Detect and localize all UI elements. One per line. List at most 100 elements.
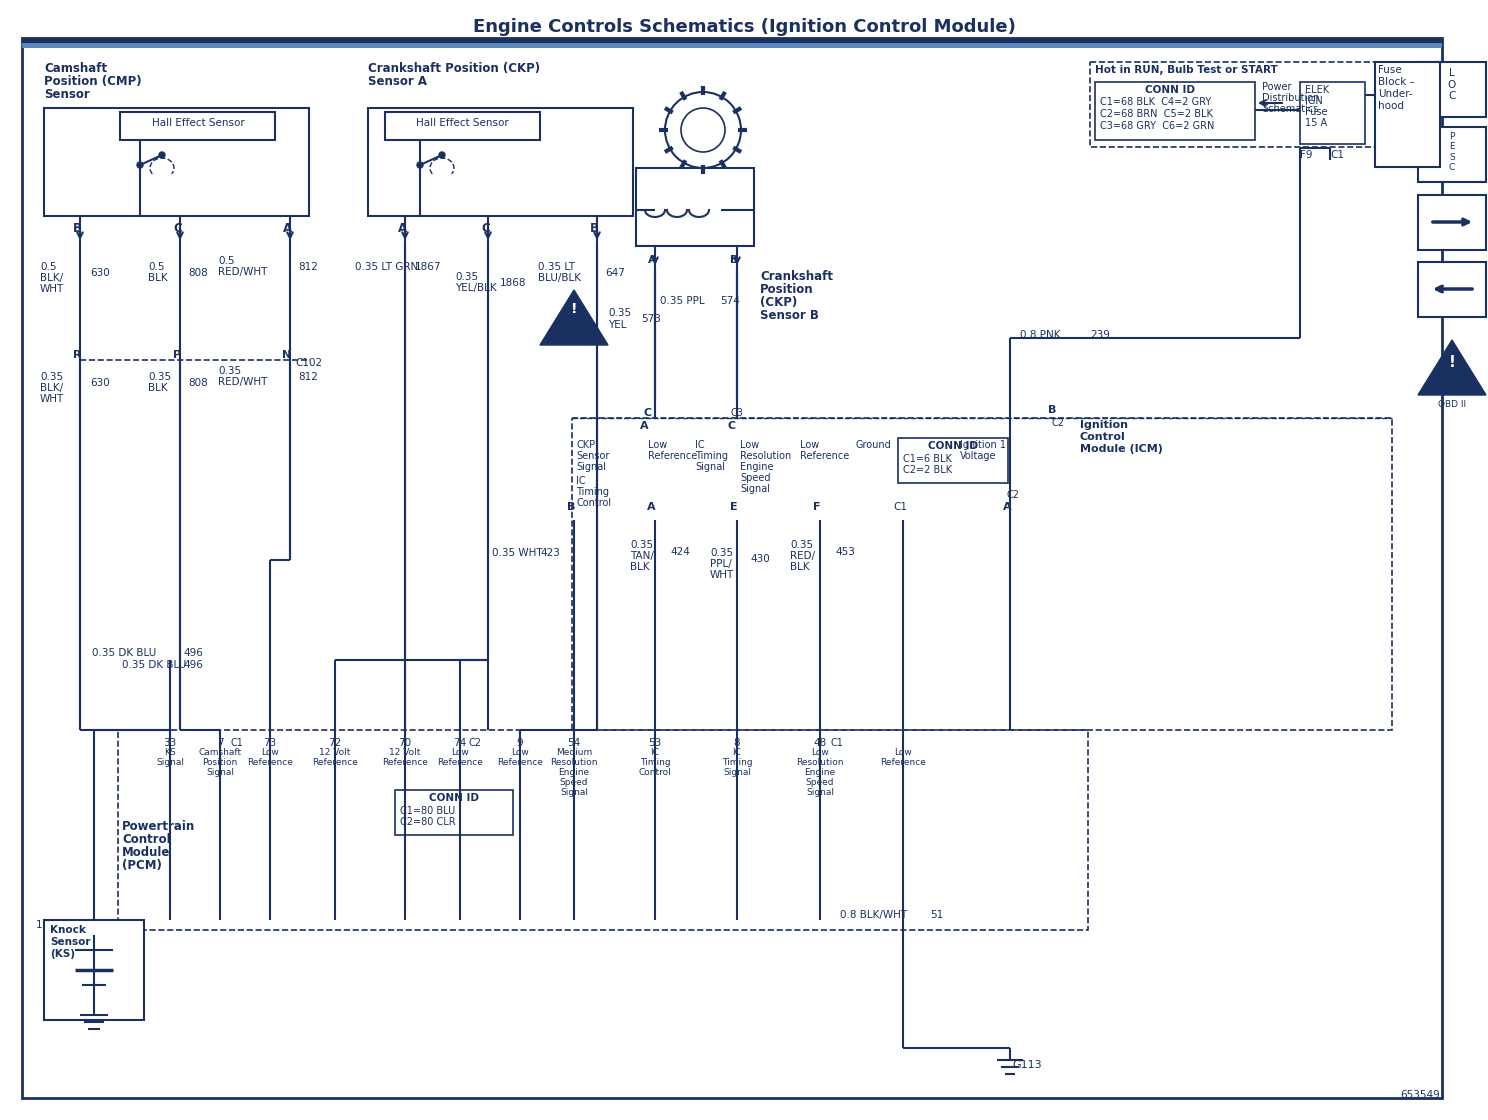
Text: 0.8 PNK: 0.8 PNK (1019, 330, 1061, 340)
Text: 15 A: 15 A (1305, 118, 1327, 128)
Text: B: B (591, 222, 600, 235)
Text: 9: 9 (516, 738, 524, 748)
Text: YEL/BLK: YEL/BLK (455, 283, 497, 293)
Text: 0.35: 0.35 (40, 372, 62, 382)
Text: YEL: YEL (609, 320, 626, 330)
Text: C2: C2 (469, 738, 481, 748)
Text: C1=80 BLU: C1=80 BLU (400, 806, 455, 816)
Bar (368, 108, 632, 216)
Bar (45, 108, 310, 216)
Text: CKP: CKP (576, 440, 595, 450)
Text: A: A (640, 421, 649, 431)
Text: Reference: Reference (312, 758, 359, 767)
Text: 574: 574 (720, 296, 740, 306)
Text: 73: 73 (263, 738, 277, 748)
Text: Voltage: Voltage (960, 451, 997, 461)
Text: 239: 239 (1091, 330, 1110, 340)
Text: C: C (173, 222, 182, 235)
Text: Low: Low (740, 440, 759, 450)
Text: Camshaft: Camshaft (198, 748, 241, 757)
Text: Low: Low (801, 440, 820, 450)
Text: 12 Volt: 12 Volt (390, 748, 421, 757)
Text: Resolution: Resolution (551, 758, 598, 767)
Text: 72: 72 (329, 738, 342, 748)
Text: Ground: Ground (856, 440, 891, 450)
Text: Low: Low (894, 748, 912, 757)
Text: 33: 33 (164, 738, 177, 748)
Text: Control: Control (576, 498, 612, 508)
Text: C1: C1 (231, 738, 243, 748)
Text: CONN ID: CONN ID (1144, 85, 1195, 95)
Text: Reference: Reference (879, 758, 926, 767)
Text: Signal: Signal (576, 463, 606, 472)
Text: C1: C1 (1330, 150, 1344, 160)
Text: Hot in RUN, Bulb Test or START: Hot in RUN, Bulb Test or START (1095, 65, 1278, 75)
Text: BLU/BLK: BLU/BLK (539, 273, 580, 283)
Text: RED/WHT: RED/WHT (219, 377, 268, 388)
Text: L
O
C: L O C (1448, 68, 1457, 101)
Text: 0.8 BLK/WHT: 0.8 BLK/WHT (841, 909, 908, 920)
Text: 0.35: 0.35 (455, 272, 478, 282)
Bar (1301, 82, 1364, 144)
Text: !: ! (571, 302, 577, 316)
Text: F9: F9 (1301, 150, 1312, 160)
Text: 812: 812 (298, 372, 318, 382)
Text: (KS): (KS) (51, 949, 74, 959)
Text: ELEK: ELEK (1305, 85, 1329, 95)
Text: Sensor: Sensor (45, 88, 89, 101)
Bar (1418, 195, 1487, 250)
Text: IGN: IGN (1305, 96, 1323, 106)
Text: Sensor A: Sensor A (368, 75, 427, 88)
Text: WHT: WHT (710, 570, 734, 580)
Circle shape (439, 152, 445, 158)
Text: 0.35: 0.35 (609, 308, 631, 318)
Text: F: F (812, 502, 820, 512)
Text: (PCM): (PCM) (122, 859, 162, 872)
Text: Signal: Signal (559, 788, 588, 797)
Text: (CKP): (CKP) (760, 296, 798, 309)
Text: Sensor: Sensor (576, 451, 610, 461)
Text: Knock: Knock (51, 925, 86, 935)
Text: C1=6 BLK: C1=6 BLK (903, 454, 952, 464)
Text: N: N (283, 351, 292, 360)
Text: IC: IC (650, 748, 659, 757)
Text: Low: Low (260, 748, 278, 757)
Text: WHT: WHT (40, 284, 64, 295)
Text: Distribution: Distribution (1262, 93, 1320, 103)
Text: Module: Module (122, 846, 170, 859)
Circle shape (159, 152, 165, 158)
Bar (1375, 62, 1440, 167)
Text: OBD II: OBD II (1437, 400, 1466, 409)
Text: 0.35 DK BLU: 0.35 DK BLU (92, 648, 156, 659)
Text: 54: 54 (567, 738, 580, 748)
Text: Powertrain: Powertrain (122, 820, 195, 833)
Text: Hall Effect Sensor: Hall Effect Sensor (152, 118, 244, 128)
Text: 7: 7 (217, 738, 223, 748)
Text: Low: Low (510, 748, 528, 757)
Text: 423: 423 (540, 548, 559, 558)
Text: PPL/: PPL/ (710, 559, 732, 569)
Bar (394, 790, 513, 836)
Text: B: B (73, 222, 82, 235)
Text: 496: 496 (183, 660, 202, 670)
Text: C1: C1 (893, 502, 908, 512)
Text: WHT: WHT (40, 394, 64, 404)
Text: C2=80 CLR: C2=80 CLR (400, 816, 455, 827)
Text: BLK: BLK (147, 383, 168, 393)
Text: Engine: Engine (740, 463, 774, 472)
Text: IC: IC (576, 476, 586, 486)
Text: Sensor B: Sensor B (760, 309, 818, 323)
Text: P
E
S
C: P E S C (1449, 132, 1455, 172)
Text: Timing: Timing (722, 758, 753, 767)
Text: Fuse: Fuse (1378, 65, 1402, 75)
Text: Speed: Speed (559, 778, 588, 787)
Text: Sensor: Sensor (51, 937, 91, 948)
Text: BLK: BLK (147, 273, 168, 283)
Text: 0.35 WHT: 0.35 WHT (493, 548, 543, 558)
Text: RED/: RED/ (790, 551, 815, 561)
Text: C2=68 BRN  C5=2 BLK: C2=68 BRN C5=2 BLK (1100, 109, 1213, 119)
Text: Timing: Timing (576, 487, 609, 497)
Text: Power: Power (1262, 82, 1292, 92)
Text: Crankshaft: Crankshaft (760, 270, 833, 283)
Text: Under-: Under- (1378, 88, 1412, 99)
